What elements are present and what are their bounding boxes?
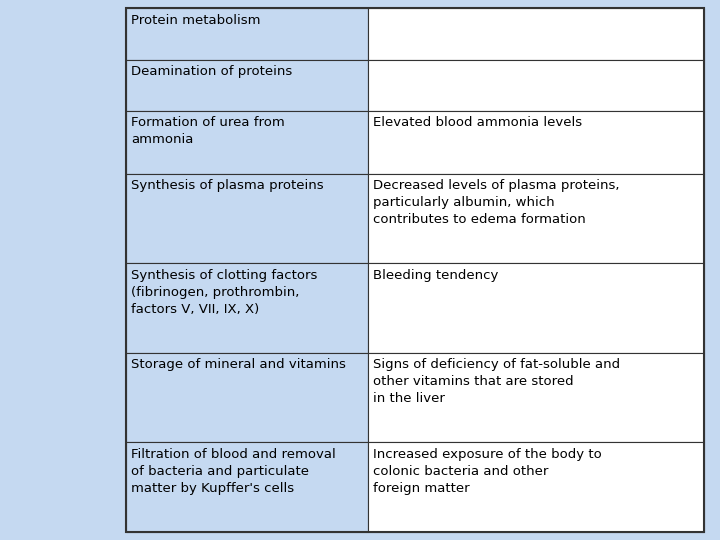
Text: Formation of urea from
ammonia: Formation of urea from ammonia <box>131 117 285 146</box>
Bar <box>126 353 368 442</box>
Bar <box>368 442 704 532</box>
Bar <box>126 442 368 532</box>
Bar <box>126 59 368 111</box>
Bar <box>368 59 704 111</box>
Text: Storage of mineral and vitamins: Storage of mineral and vitamins <box>131 358 346 371</box>
Text: Protein metabolism: Protein metabolism <box>131 14 261 26</box>
Text: Elevated blood ammonia levels: Elevated blood ammonia levels <box>373 117 582 130</box>
Bar <box>126 8 704 532</box>
Text: Increased exposure of the body to
colonic bacteria and other
foreign matter: Increased exposure of the body to coloni… <box>373 448 601 495</box>
Bar <box>368 264 704 353</box>
Text: Signs of deficiency of fat-soluble and
other vitamins that are stored
in the liv: Signs of deficiency of fat-soluble and o… <box>373 358 620 405</box>
Bar <box>368 174 704 264</box>
Bar <box>368 353 704 442</box>
Bar <box>0 8 368 532</box>
Text: Synthesis of plasma proteins: Synthesis of plasma proteins <box>131 179 324 192</box>
Bar <box>368 8 704 59</box>
Text: Bleeding tendency: Bleeding tendency <box>373 269 498 282</box>
Bar <box>126 111 368 174</box>
Bar <box>126 174 368 264</box>
Bar <box>368 111 704 174</box>
Text: Filtration of blood and removal
of bacteria and particulate
matter by Kupffer's : Filtration of blood and removal of bacte… <box>131 448 336 495</box>
Text: Synthesis of clotting factors
(fibrinogen, prothrombin,
factors V, VII, IX, X): Synthesis of clotting factors (fibrinoge… <box>131 269 318 316</box>
Text: Deamination of proteins: Deamination of proteins <box>131 65 292 78</box>
Bar <box>126 8 368 59</box>
Bar <box>126 264 368 353</box>
Text: Decreased levels of plasma proteins,
particularly albumin, which
contributes to : Decreased levels of plasma proteins, par… <box>373 179 619 226</box>
